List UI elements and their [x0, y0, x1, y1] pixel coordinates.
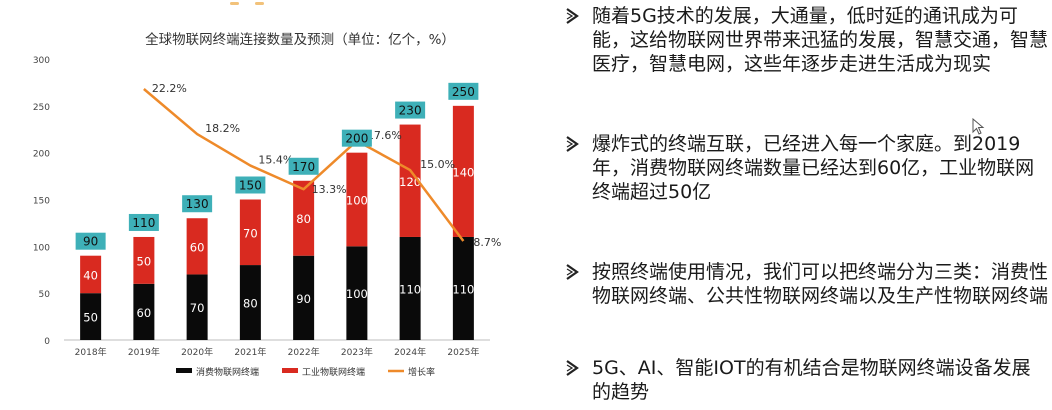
- arrow-bullet-icon: [566, 360, 579, 376]
- bar-consumer: [133, 283, 155, 340]
- bullet-item: 随着5G技术的发展，大通量，低时延的通讯成为可能，这给物联网世界带来迅猛的发展，…: [562, 4, 1048, 76]
- bar-consumer: [80, 293, 102, 340]
- bar-consumer: [186, 274, 208, 340]
- bar-value-label: 100: [346, 194, 368, 208]
- bar-value-label: 90: [296, 292, 311, 306]
- x-tick-label: 2021年: [234, 346, 266, 358]
- y-tick-label: 300: [33, 56, 50, 66]
- total-box: [128, 213, 159, 231]
- growth-label: 8.7%: [473, 236, 501, 249]
- total-box: [288, 157, 319, 175]
- total-label: 90: [83, 235, 98, 249]
- chart-title: 全球物联网终端连接数量及预测（单位：亿个，%）: [145, 31, 455, 48]
- y-tick-label: 0: [44, 337, 50, 347]
- x-tick-label: 2020年: [181, 346, 213, 358]
- total-label: 110: [132, 216, 155, 230]
- total-box: [395, 101, 426, 119]
- bar-value-label: 60: [190, 240, 205, 254]
- total-box: [235, 176, 266, 194]
- bar-industrial: [293, 180, 315, 256]
- total-box: [341, 129, 372, 147]
- x-tick-label: 2019年: [128, 346, 160, 358]
- arrow-bullet-icon: [566, 136, 579, 152]
- bar-value-label: 70: [190, 301, 205, 315]
- bar-value-label: 110: [399, 282, 421, 296]
- total-label: 170: [292, 160, 315, 174]
- bar-industrial: [239, 199, 261, 266]
- bullet-item: 5G、AI、智能IOT的有机结合是物联网终端设备发展的趋势: [562, 356, 1048, 404]
- bar-value-label: 80: [296, 212, 311, 226]
- bar-consumer: [239, 265, 261, 340]
- chart-panel: 全球物联网终端连接数量及预测（单位：亿个，%） 0 50 100 150 200 250 30…: [33, 2, 502, 378]
- y-tick-label: 150: [33, 197, 50, 207]
- legend-label: 工业物联网终端: [302, 366, 365, 378]
- bar-value-label: 80: [243, 297, 258, 311]
- growth-label: 17.6%: [367, 129, 402, 142]
- decorative-stroke: [255, 2, 264, 5]
- y-tick-label: 250: [33, 103, 50, 113]
- bar-value-label: 110: [452, 282, 474, 296]
- bar-consumer: [346, 246, 368, 340]
- bar-value-label: 40: [83, 268, 98, 282]
- x-tick-label: 2024年: [394, 346, 426, 358]
- legend-swatch-industrial: [282, 368, 298, 373]
- bullet-item: 按照终端使用情况，我们可以把终端分为三类：消费性物联网终端、公共性物联网终端以及…: [562, 260, 1048, 308]
- bar-industrial: [133, 236, 155, 284]
- bullet-text: 随着5G技术的发展，大通量，低时延的通讯成为可能，这给物联网世界带来迅猛的发展，…: [592, 5, 1049, 75]
- growth-label: 22.2%: [152, 82, 187, 95]
- bar-consumer: [452, 236, 474, 340]
- bullet-item: 爆炸式的终端互联，已经进入每一个家庭。到2019年，消费物联网终端数量已经达到6…: [562, 132, 1048, 204]
- bar-industrial: [346, 152, 368, 247]
- decorative-stroke: [230, 2, 239, 5]
- bullet-text: 爆炸式的终端互联，已经进入每一个家庭。到2019年，消费物联网终端数量已经达到6…: [592, 133, 1035, 203]
- total-label: 150: [239, 179, 262, 193]
- bar-value-label: 140: [452, 165, 474, 179]
- bar-value-label: 50: [137, 254, 152, 268]
- total-label: 230: [399, 104, 422, 118]
- x-tick-label: 2023年: [341, 346, 373, 358]
- total-label: 200: [345, 132, 368, 146]
- bar-value-label: 60: [137, 306, 152, 320]
- bar-value-label: 100: [346, 287, 368, 301]
- legend-label: 消费物联网终端: [196, 366, 259, 378]
- mouse-cursor-icon: [972, 118, 985, 135]
- arrow-bullet-icon: [566, 8, 579, 24]
- chart: 全球物联网终端连接数量及预测（单位：亿个，%） 0 50 100 150 200 250 30…: [33, 31, 502, 378]
- bar-value-label: 70: [243, 226, 258, 240]
- total-label: 130: [186, 197, 209, 211]
- x-tick-label: 2018年: [75, 346, 107, 358]
- bar-industrial: [80, 255, 102, 294]
- growth-label: 15.4%: [258, 154, 293, 167]
- bullet-text: 5G、AI、智能IOT的有机结合是物联网终端设备发展的趋势: [592, 357, 1031, 403]
- bar-value-label: 50: [83, 311, 98, 325]
- bar-consumer: [399, 236, 421, 340]
- x-tick-label: 2022年: [288, 346, 320, 358]
- x-tick-label: 2025年: [447, 346, 479, 358]
- bar-consumer: [293, 255, 315, 340]
- bullet-list: 随着5G技术的发展，大通量，低时延的通讯成为可能，这给物联网世界带来迅猛的发展，…: [562, 0, 1052, 410]
- y-tick-label: 100: [33, 243, 50, 253]
- bar-industrial: [186, 218, 208, 275]
- legend-label: 增长率: [408, 366, 435, 378]
- bar-industrial: [399, 124, 421, 237]
- growth-line: [143, 88, 465, 242]
- arrow-bullet-icon: [566, 264, 579, 280]
- growth-label: 18.2%: [205, 122, 240, 135]
- total-box: [448, 82, 479, 100]
- total-label: 250: [452, 85, 475, 99]
- growth-label: 15.0%: [420, 158, 455, 171]
- bullet-text: 按照终端使用情况，我们可以把终端分为三类：消费性物联网终端、公共性物联网终端以及…: [592, 261, 1049, 307]
- y-tick-label: 50: [39, 290, 51, 300]
- total-box: [182, 195, 213, 213]
- legend-swatch-consumer: [176, 368, 192, 373]
- total-box: [75, 232, 106, 250]
- bar-industrial: [452, 105, 474, 237]
- growth-label: 13.3%: [312, 183, 347, 196]
- y-tick-label: 200: [33, 150, 50, 160]
